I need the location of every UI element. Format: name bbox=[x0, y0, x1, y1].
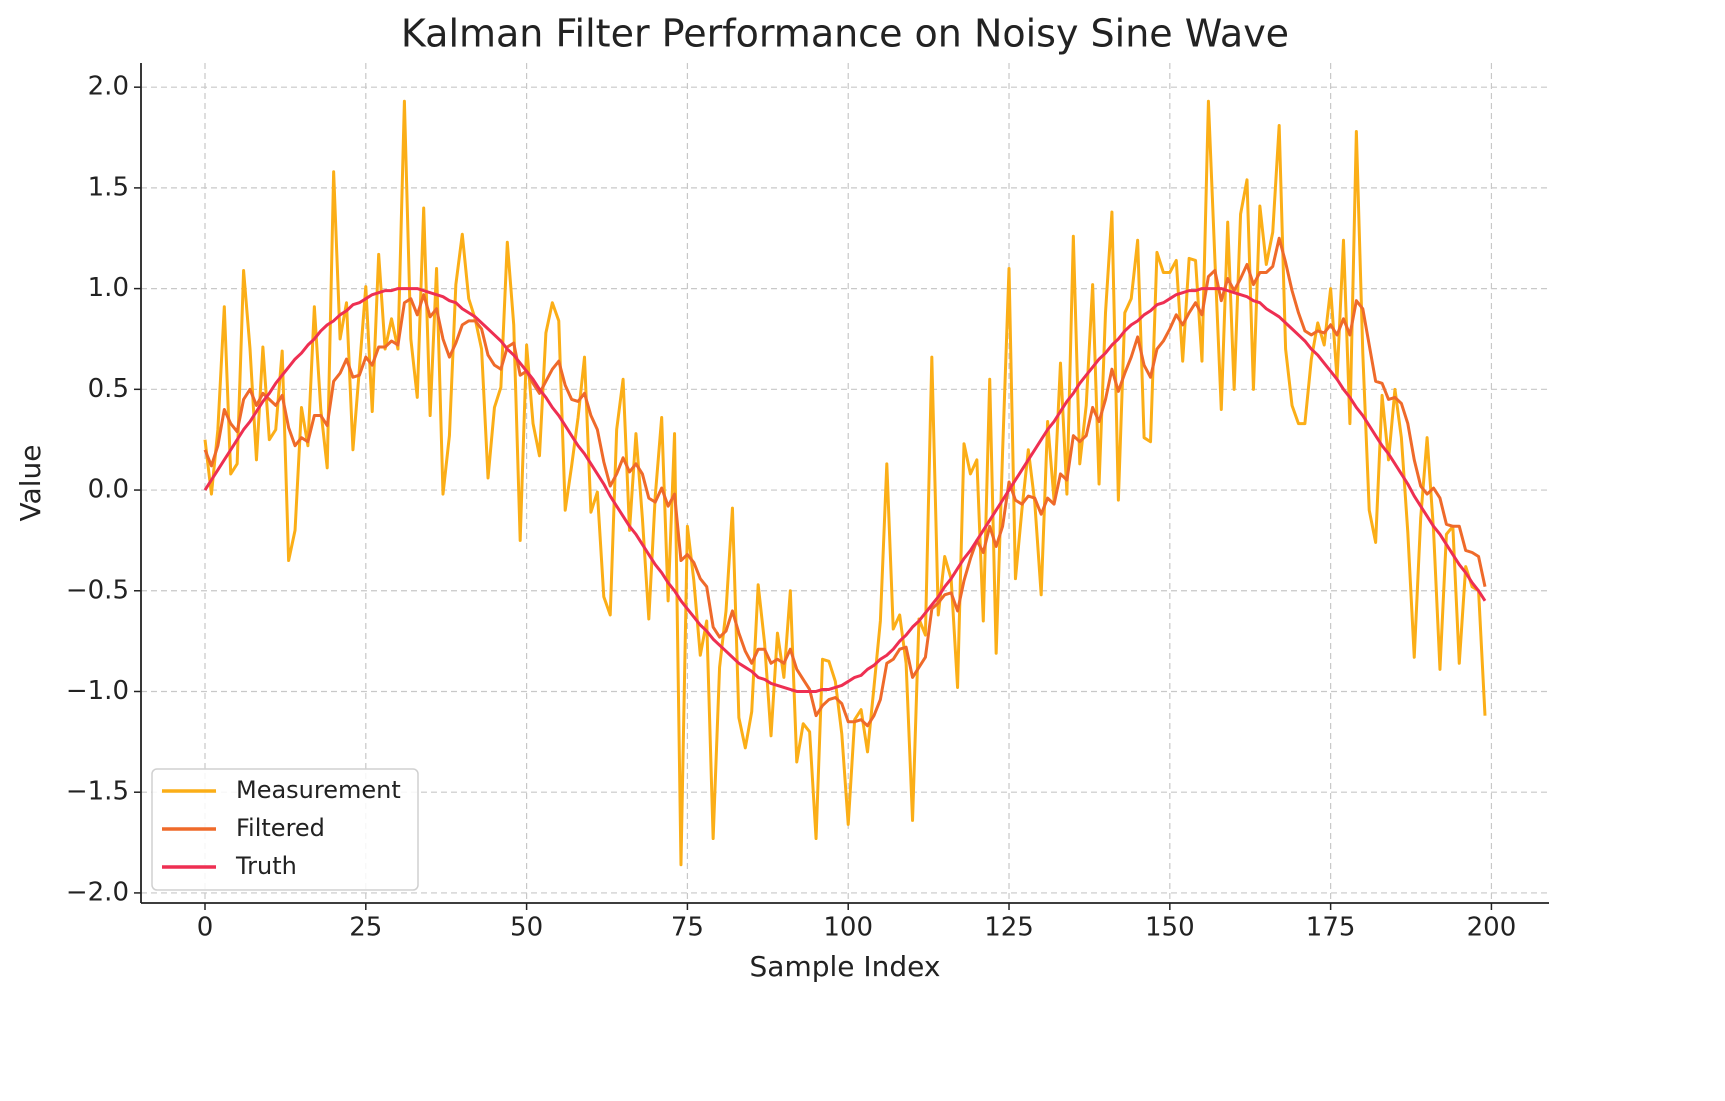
x-tick-label: 150 bbox=[1145, 913, 1195, 943]
x-tick-label: 75 bbox=[671, 913, 704, 943]
x-tick-label: 175 bbox=[1306, 913, 1356, 943]
chart-title: Kalman Filter Performance on Noisy Sine … bbox=[401, 12, 1289, 56]
x-tick-label: 125 bbox=[984, 913, 1034, 943]
series-line bbox=[203, 287, 1487, 693]
y-tick-label: −1.5 bbox=[66, 777, 129, 807]
x-tick-label: 100 bbox=[823, 913, 873, 943]
y-tick-label: 0.5 bbox=[88, 374, 129, 404]
legend-box bbox=[151, 768, 419, 891]
x-tick-label: 50 bbox=[510, 913, 543, 943]
y-tick-label: −2.0 bbox=[66, 877, 129, 907]
y-tick-label: −0.5 bbox=[66, 575, 129, 605]
legend: Measurement Filtered Truth bbox=[151, 768, 419, 891]
series-line bbox=[203, 236, 1487, 728]
y-tick-label: 2.0 bbox=[88, 72, 129, 102]
x-tick-label: 200 bbox=[1467, 913, 1517, 943]
x-tick-label: 0 bbox=[197, 913, 214, 943]
y-axis-label: Value bbox=[14, 445, 47, 522]
x-axis-label: Sample Index bbox=[750, 950, 941, 983]
legend-label: Measurement bbox=[236, 776, 401, 804]
y-tick-label: 1.5 bbox=[88, 172, 129, 202]
y-tick-label: −1.0 bbox=[66, 676, 129, 706]
legend-label: Truth bbox=[235, 852, 297, 880]
series-line bbox=[203, 99, 1487, 867]
x-tick-label: 25 bbox=[349, 913, 382, 943]
legend-label: Filtered bbox=[236, 814, 325, 842]
y-tick-label: 0.0 bbox=[88, 475, 129, 505]
y-tick-label: 1.0 bbox=[88, 273, 129, 303]
